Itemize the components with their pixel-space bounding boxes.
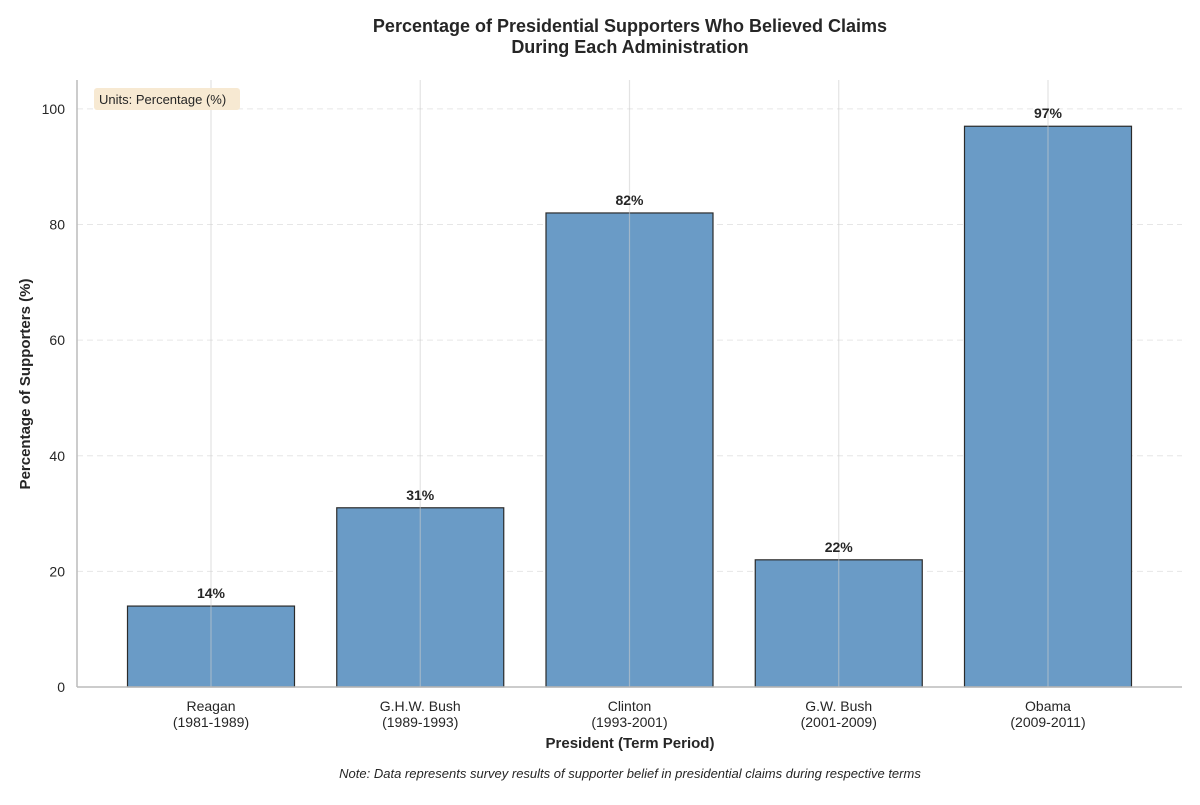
bar-value-label: 22%: [825, 539, 854, 555]
labels-layer: 0 20 40 60 80 100 14% Reagan(1981-1989) 31% G.H.W…: [42, 101, 1086, 730]
chart-title-line-1: Percentage of Presidential Supporters Wh…: [373, 16, 887, 36]
bar-value-label: 31%: [406, 487, 435, 503]
x-tick-label-term: (1989-1993): [382, 714, 458, 730]
axes-layer: [76, 80, 1182, 688]
y-axis-label: Percentage of Supporters (%): [17, 279, 34, 490]
x-tick-label-term: (2009-2011): [1010, 714, 1085, 730]
x-tick-label: Obama: [1025, 698, 1071, 714]
units-annotation: Units: Percentage (%): [94, 88, 240, 110]
vertical-grid-layer: [210, 80, 1049, 687]
x-tick-label-term: (2001-2009): [801, 714, 877, 730]
x-tick-label: G.W. Bush: [805, 698, 872, 714]
y-tick-label: 0: [57, 679, 65, 695]
x-tick-label-term: (1993-2001): [591, 714, 667, 730]
chart-title-line-2: During Each Administration: [511, 37, 748, 57]
x-tick-label: Clinton: [608, 698, 652, 714]
units-annotation-text: Units: Percentage (%): [99, 92, 226, 107]
x-tick-label-term: (1981-1989): [173, 714, 249, 730]
y-tick-label: 20: [49, 563, 65, 579]
bar-value-label: 82%: [615, 192, 644, 208]
chart-note: Note: Data represents survey results of …: [339, 766, 921, 781]
y-tick-label: 60: [49, 332, 65, 348]
units-annotation-box: [94, 88, 240, 110]
x-tick-label: G.H.W. Bush: [380, 698, 461, 714]
bar-value-label: 14%: [197, 585, 226, 601]
y-tick-label: 100: [42, 101, 66, 117]
x-tick-label: Reagan: [186, 698, 235, 714]
y-tick-label: 40: [49, 448, 65, 464]
bar-value-label: 97%: [1034, 105, 1063, 121]
y-tick-label: 80: [49, 217, 65, 233]
x-axis-label: President (Term Period): [546, 735, 715, 752]
